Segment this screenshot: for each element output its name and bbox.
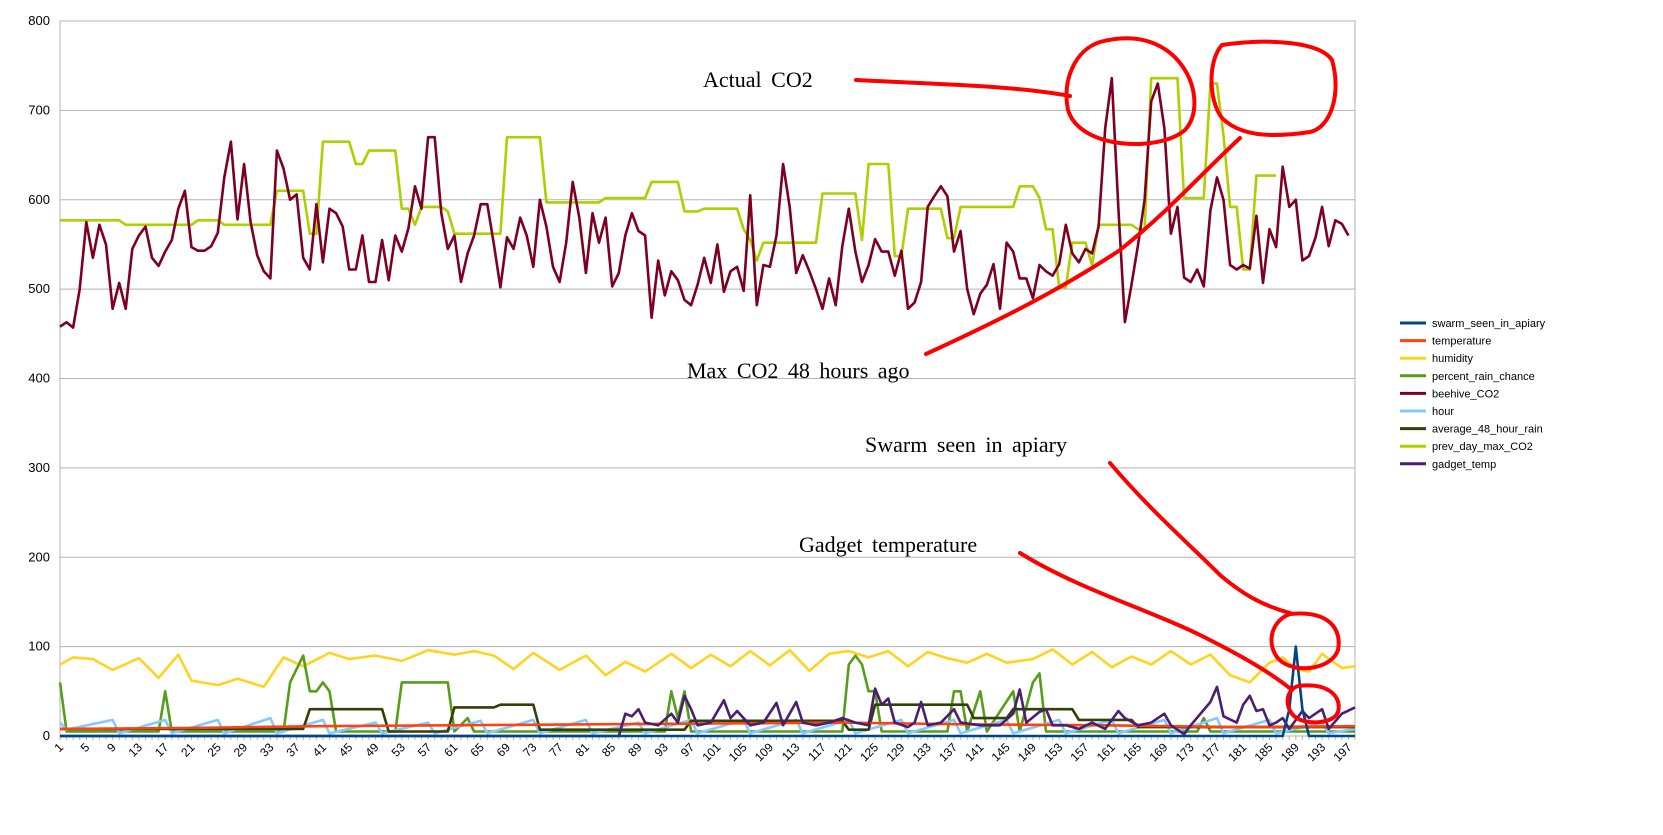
series-lines: [58, 76, 1356, 738]
series-line-percent_rain_chance: [58, 654, 1355, 733]
x-tick-label: 73: [520, 740, 540, 760]
x-tick-label: 133: [910, 740, 934, 764]
y-tick-label: 800: [28, 13, 50, 28]
x-tick-label: 137: [936, 740, 960, 764]
x-tick-label: 57: [415, 740, 435, 760]
x-tick-label: 1: [51, 740, 66, 755]
x-tick-label: 153: [1041, 740, 1065, 764]
annotation-circle-swarm: [1269, 611, 1341, 671]
series-line-swarm_seen_in_apiary: [60, 645, 1355, 738]
legend-label: percent_rain_chance: [1432, 371, 1535, 383]
x-tick-label: 65: [467, 740, 487, 760]
x-tick-label: 185: [1252, 740, 1276, 764]
x-tick-label: 141: [962, 740, 986, 764]
x-tick-label: 85: [599, 740, 619, 760]
y-tick-label: 700: [28, 102, 50, 117]
annotation-circle-actual-co2: [1064, 36, 1197, 146]
x-axis: 1 5 9 13 17 21 25 29 33 37 41 45 49 53 57 61 65 69 73 77 81 8…: [51, 736, 1356, 764]
x-tick-label: 189: [1278, 740, 1302, 764]
x-tick-label: 105: [726, 740, 750, 764]
legend-label: gadget_temp: [1432, 459, 1496, 471]
y-tick-label: 200: [28, 549, 50, 564]
x-tick-label: 101: [699, 740, 723, 764]
x-tick-label: 29: [231, 740, 251, 760]
x-tick-label: 145: [989, 740, 1013, 764]
x-tick-label: 25: [205, 740, 225, 760]
legend-label: humidity: [1432, 353, 1473, 365]
x-tick-label: 121: [831, 740, 855, 764]
x-tick-label: 49: [362, 740, 382, 760]
annotation-stroke-gadget: [1018, 551, 1294, 692]
annotation-stroke-swarm: [1108, 461, 1292, 615]
x-tick-label: 125: [857, 740, 881, 764]
x-tick-label: 181: [1225, 740, 1249, 764]
legend-label: temperature: [1432, 336, 1491, 348]
x-tick-label: 53: [389, 740, 409, 760]
legend-label: prev_day_max_CO2: [1432, 441, 1533, 453]
annotation-circle-gadget: [1285, 683, 1341, 725]
annotation-gadget-temp: Gadget temperature: [799, 532, 977, 557]
x-tick-label: 161: [1094, 740, 1118, 764]
x-tick-label: 77: [546, 740, 566, 760]
x-tick-label: 109: [752, 740, 776, 764]
x-tick-label: 89: [625, 740, 645, 760]
x-tick-label: 129: [883, 740, 907, 764]
x-tick-label: 69: [494, 740, 514, 760]
x-tick-label: 17: [152, 740, 172, 760]
x-tick-label: 45: [336, 740, 356, 760]
x-tick-label: 193: [1304, 740, 1328, 764]
y-tick-label: 100: [28, 639, 50, 654]
x-tick-label: 173: [1173, 740, 1197, 764]
x-tick-label: 197: [1330, 740, 1354, 764]
legend-label: hour: [1432, 406, 1454, 418]
x-tick-label: 21: [178, 740, 198, 760]
series-line-gadget_temp: [60, 685, 1356, 738]
legend-label: swarm_seen_in_apiary: [1432, 318, 1546, 330]
y-axis: 0 100 200 300 400 500 600 700 800: [28, 13, 50, 743]
x-tick-label: 157: [1068, 740, 1092, 764]
annotations: Actual CO2 Max CO2 48 hours ago Swarm se…: [687, 36, 1341, 725]
y-tick-label: 300: [28, 460, 50, 475]
y-tick-label: 400: [28, 371, 50, 386]
series-line-average_48_hour_rain: [60, 703, 1355, 733]
annotation-stroke-actual-co2: [854, 78, 1072, 98]
x-tick-label: 5: [78, 740, 93, 755]
legend: swarm_seen_in_apiary temperature humidity p…: [1400, 318, 1546, 471]
x-tick-label: 97: [678, 740, 698, 760]
legend-label: average_48_hour_rain: [1432, 424, 1543, 436]
annotation-max-co2: Max CO2 48 hours ago: [687, 358, 910, 383]
x-tick-label: 113: [779, 740, 803, 764]
x-tick-label: 9: [104, 740, 119, 755]
y-tick-label: 600: [28, 192, 50, 207]
x-tick-label: 61: [441, 740, 461, 760]
y-tick-label: 500: [28, 281, 50, 296]
x-tick-label: 13: [126, 740, 146, 760]
x-tick-label: 37: [283, 740, 303, 760]
x-tick-label: 169: [1146, 740, 1170, 764]
series-line-beehive_CO2: [59, 76, 1350, 329]
x-tick-label: 33: [257, 740, 277, 760]
annotation-swarm: Swarm seen in apiary: [865, 432, 1067, 457]
annotation-circle-max-co2: [1209, 39, 1338, 138]
x-tick-label: 117: [805, 740, 829, 764]
x-tick-label: 81: [573, 740, 593, 760]
x-tick-label: 149: [1015, 740, 1039, 764]
x-tick-label: 41: [310, 740, 330, 760]
annotation-actual-co2: Actual CO2: [703, 67, 813, 92]
x-tick-label: 93: [652, 740, 672, 760]
y-tick-label: 0: [43, 728, 50, 743]
legend-label: beehive_CO2: [1432, 388, 1499, 400]
annotation-stroke-max-co2: [924, 136, 1242, 356]
series-line-humidity: [59, 648, 1356, 689]
x-tick-label: 165: [1120, 740, 1144, 764]
x-tick-label: 177: [1199, 740, 1223, 764]
